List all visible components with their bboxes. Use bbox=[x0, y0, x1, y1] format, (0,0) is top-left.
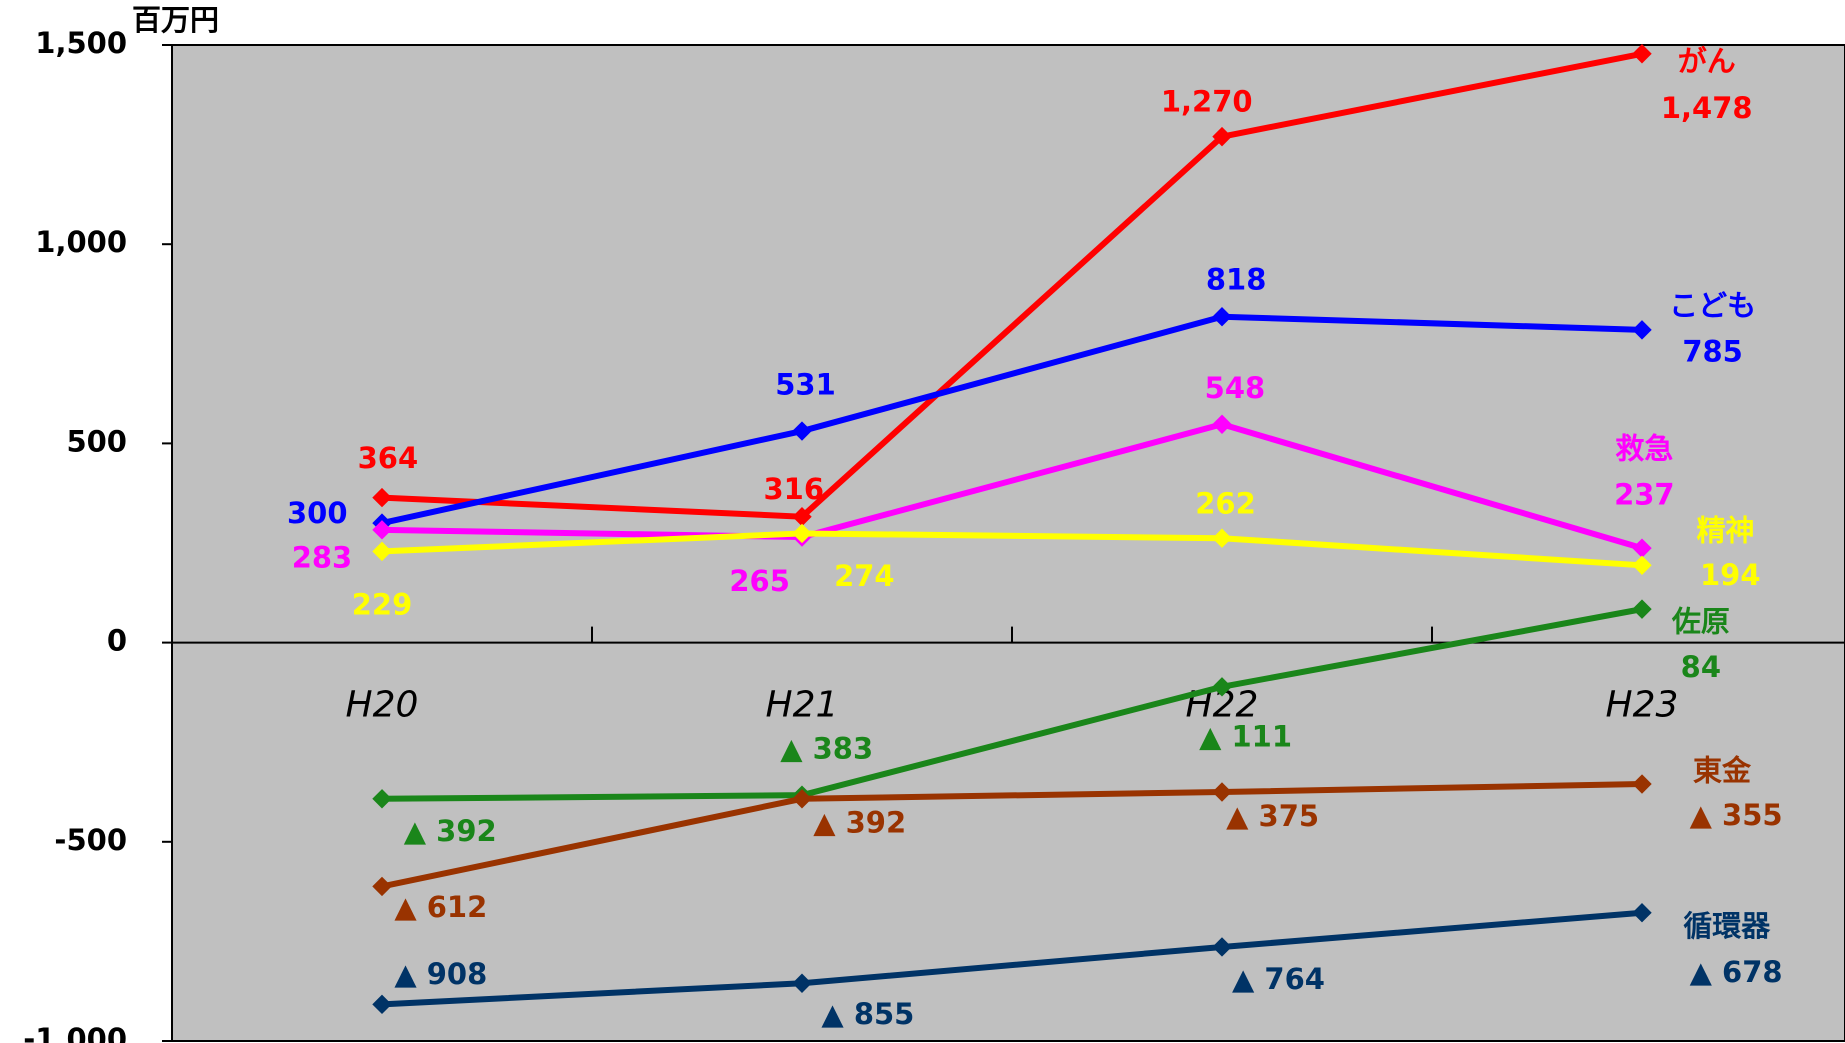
series-name: がん bbox=[1678, 44, 1736, 78]
data-label: 531 bbox=[775, 367, 836, 401]
marker bbox=[1212, 937, 1232, 957]
data-label: ▲ 375 bbox=[1226, 799, 1319, 833]
x-tick-label: H21 bbox=[766, 685, 839, 726]
x-tick-label: H20 bbox=[346, 685, 419, 726]
data-label: 194 bbox=[1700, 558, 1761, 592]
marker bbox=[1632, 44, 1652, 64]
marker bbox=[372, 487, 392, 508]
data-label: ▲ 855 bbox=[821, 997, 914, 1031]
data-label: ▲ 392 bbox=[813, 806, 906, 840]
data-label: 1,478 bbox=[1661, 91, 1753, 125]
data-label: 229 bbox=[352, 588, 413, 622]
marker bbox=[1632, 555, 1652, 576]
marker bbox=[1212, 307, 1232, 327]
y-tick-label: 1,500 bbox=[35, 26, 127, 60]
data-label: ▲ 764 bbox=[1232, 962, 1325, 996]
marker bbox=[792, 973, 812, 993]
series-line bbox=[381, 50, 1643, 520]
marker bbox=[372, 789, 392, 809]
y-tick-label: 0 bbox=[107, 624, 127, 658]
series-line bbox=[381, 313, 1643, 527]
series-name: 救急 bbox=[1615, 432, 1673, 466]
series-name: 循環器 bbox=[1683, 909, 1771, 943]
marker bbox=[792, 421, 812, 441]
series-line bbox=[381, 421, 1643, 552]
data-label: 300 bbox=[287, 496, 348, 530]
marker bbox=[1212, 677, 1232, 697]
data-label: 316 bbox=[763, 472, 824, 506]
y-tick-label: -1,000 bbox=[23, 1022, 127, 1043]
marker bbox=[1632, 320, 1652, 340]
series-line bbox=[381, 781, 1643, 890]
series-name: こども bbox=[1669, 288, 1756, 322]
marker bbox=[1212, 782, 1232, 802]
data-label: 237 bbox=[1614, 477, 1675, 511]
data-label: 785 bbox=[1682, 334, 1743, 368]
marker bbox=[1632, 903, 1652, 923]
y-tick-label: 1,000 bbox=[35, 225, 127, 259]
marker bbox=[372, 876, 392, 897]
series-line bbox=[381, 909, 1643, 1008]
x-tick-label: H23 bbox=[1606, 685, 1679, 726]
marker bbox=[372, 994, 392, 1015]
data-label: 283 bbox=[292, 540, 353, 574]
marker bbox=[1212, 126, 1232, 147]
data-label: 274 bbox=[834, 559, 895, 593]
marker bbox=[1632, 774, 1652, 794]
data-label: ▲ 383 bbox=[780, 731, 873, 765]
marker bbox=[792, 789, 812, 809]
data-label: 364 bbox=[358, 441, 419, 475]
data-label: ▲ 355 bbox=[1690, 798, 1783, 832]
marker bbox=[372, 541, 392, 562]
series-line bbox=[381, 606, 1643, 802]
data-label: ▲ 678 bbox=[1690, 955, 1783, 989]
data-label: ▲ 612 bbox=[394, 890, 487, 924]
data-label: ▲ 392 bbox=[404, 814, 497, 848]
marker bbox=[1212, 528, 1232, 548]
y-tick-label: 500 bbox=[66, 424, 127, 458]
series-line bbox=[381, 530, 1643, 569]
data-label: 262 bbox=[1195, 486, 1256, 520]
data-label: ▲ 111 bbox=[1199, 720, 1292, 754]
data-label: 265 bbox=[729, 564, 790, 598]
series-name: 精神 bbox=[1697, 513, 1755, 547]
marker bbox=[1632, 599, 1652, 619]
marker bbox=[372, 520, 392, 540]
marker bbox=[1212, 414, 1232, 434]
data-label: 84 bbox=[1681, 650, 1721, 684]
data-label: ▲ 908 bbox=[394, 957, 487, 991]
series-name: 東金 bbox=[1693, 753, 1752, 787]
series-name: 佐原 bbox=[1671, 604, 1730, 638]
data-label: 1,270 bbox=[1161, 85, 1253, 119]
marker bbox=[792, 523, 812, 544]
y-unit: 百万円 bbox=[132, 3, 219, 37]
data-label: 818 bbox=[1206, 262, 1267, 296]
y-tick-label: -500 bbox=[54, 823, 127, 857]
data-label: 548 bbox=[1205, 371, 1266, 405]
